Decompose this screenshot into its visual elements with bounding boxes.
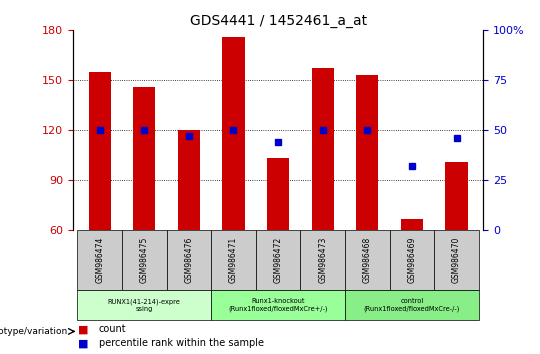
FancyBboxPatch shape	[77, 230, 122, 290]
Text: GSM986471: GSM986471	[229, 237, 238, 283]
Text: GSM986469: GSM986469	[407, 237, 416, 284]
Bar	[446, 162, 468, 230]
FancyBboxPatch shape	[211, 290, 345, 320]
FancyBboxPatch shape	[256, 230, 300, 290]
Text: genotype/variation: genotype/variation	[0, 327, 68, 336]
Text: GSM986474: GSM986474	[95, 237, 104, 284]
Bar	[89, 72, 111, 230]
FancyBboxPatch shape	[211, 230, 256, 290]
FancyBboxPatch shape	[345, 290, 479, 320]
Text: GSM986475: GSM986475	[140, 237, 149, 284]
Text: GSM986468: GSM986468	[363, 237, 372, 283]
Text: GSM986472: GSM986472	[274, 237, 282, 283]
Text: count: count	[99, 324, 126, 334]
FancyBboxPatch shape	[300, 230, 345, 290]
Text: ■: ■	[78, 324, 89, 334]
Bar	[312, 68, 334, 230]
Bar	[356, 75, 379, 230]
Text: GSM986473: GSM986473	[318, 237, 327, 284]
Bar	[178, 130, 200, 230]
FancyBboxPatch shape	[434, 230, 479, 290]
Text: RUNX1(41-214)-expre
ssing: RUNX1(41-214)-expre ssing	[108, 298, 181, 312]
Text: GSM986476: GSM986476	[184, 237, 193, 284]
Text: GSM986470: GSM986470	[452, 237, 461, 284]
FancyBboxPatch shape	[77, 290, 211, 320]
FancyBboxPatch shape	[122, 230, 166, 290]
Text: percentile rank within the sample: percentile rank within the sample	[99, 338, 264, 348]
Bar	[401, 218, 423, 230]
Bar	[222, 37, 245, 230]
FancyBboxPatch shape	[166, 230, 211, 290]
Title: GDS4441 / 1452461_a_at: GDS4441 / 1452461_a_at	[190, 13, 367, 28]
Bar	[267, 159, 289, 230]
Text: control
(Runx1floxed/floxedMxCre-/-): control (Runx1floxed/floxedMxCre-/-)	[364, 298, 460, 312]
Text: Runx1-knockout
(Runx1floxed/floxedMxCre+/-): Runx1-knockout (Runx1floxed/floxedMxCre+…	[228, 298, 328, 312]
FancyBboxPatch shape	[345, 230, 390, 290]
Text: ■: ■	[78, 338, 89, 348]
Bar	[133, 87, 156, 230]
FancyBboxPatch shape	[390, 230, 434, 290]
